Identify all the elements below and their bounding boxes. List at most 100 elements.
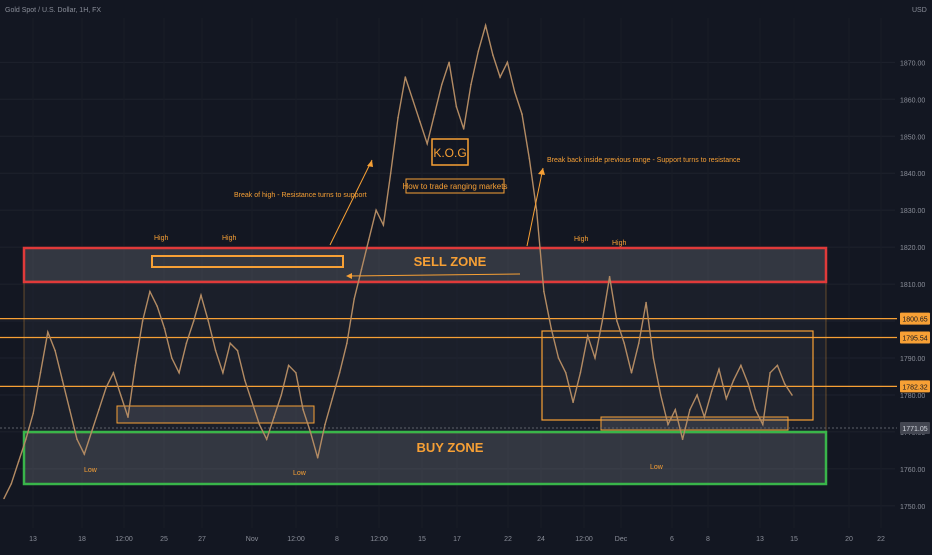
price-point bbox=[470, 83, 472, 86]
price-point bbox=[178, 372, 180, 374]
high-label-2: High bbox=[222, 235, 237, 242]
price-point bbox=[10, 482, 13, 485]
x-tick-label: 18 bbox=[78, 536, 86, 543]
x-tick-label: 12:00 bbox=[287, 536, 305, 543]
low-range-box-left bbox=[116, 405, 315, 424]
price-point bbox=[594, 357, 596, 359]
price-point bbox=[659, 394, 662, 396]
price-point bbox=[207, 320, 210, 322]
price-point bbox=[608, 275, 611, 278]
price-point bbox=[411, 98, 414, 101]
price-point bbox=[316, 457, 319, 459]
price-point bbox=[732, 379, 735, 382]
x-tick-label: 22 bbox=[504, 536, 512, 543]
price-point bbox=[586, 335, 589, 337]
price-point bbox=[302, 408, 304, 411]
sell-zone-box[interactable] bbox=[22, 246, 828, 284]
x-tick-label: 12:00 bbox=[115, 536, 133, 543]
price-point bbox=[696, 394, 698, 396]
price-point bbox=[251, 401, 253, 404]
x-tick-label: 13 bbox=[756, 536, 764, 543]
price-point bbox=[455, 105, 458, 108]
y-tick-label: 1810.00 bbox=[900, 282, 925, 289]
price-point bbox=[521, 113, 523, 115]
price-point bbox=[3, 497, 5, 500]
price-point bbox=[513, 91, 516, 93]
x-tick-label: 15 bbox=[418, 536, 426, 543]
x-tick-label: 22 bbox=[877, 536, 885, 543]
price-point bbox=[710, 390, 713, 393]
break-high-arrow-head bbox=[367, 160, 373, 167]
price-level-tag-label: 1795.54 bbox=[902, 336, 927, 343]
price-level-tag bbox=[900, 380, 930, 393]
x-tick-label: 17 bbox=[453, 536, 461, 543]
price-point bbox=[557, 357, 560, 359]
y-axis[interactable]: 1870.00 1860.00 1850.00 1840.00 1830.00 1820.… bbox=[900, 60, 930, 511]
high-label-1: High bbox=[154, 235, 169, 242]
y-tick-label: 1850.00 bbox=[900, 134, 925, 141]
price-point bbox=[462, 128, 465, 130]
buy-zone-box[interactable] bbox=[22, 430, 828, 486]
price-point bbox=[667, 423, 669, 426]
price-point bbox=[47, 331, 49, 333]
price-point bbox=[645, 301, 647, 304]
high-range-box bbox=[151, 255, 344, 268]
price-point bbox=[484, 24, 487, 27]
price-point bbox=[623, 342, 625, 345]
price-point bbox=[105, 386, 107, 389]
price-level-tag bbox=[900, 312, 930, 325]
price-series-points bbox=[3, 24, 793, 500]
price-level-tag-label: 1800.65 bbox=[902, 317, 927, 324]
y-tick-label: 1780.00 bbox=[900, 393, 925, 400]
x-tick-label: 20 bbox=[845, 536, 853, 543]
price-point bbox=[141, 320, 144, 322]
price-point bbox=[244, 379, 246, 382]
price-point bbox=[258, 423, 261, 426]
price-point bbox=[119, 394, 122, 396]
high-label-4: High bbox=[612, 240, 627, 247]
price-point bbox=[681, 438, 684, 441]
last-price-tag-label: 1771.05 bbox=[902, 426, 927, 433]
price-point bbox=[222, 372, 224, 374]
price-point bbox=[375, 209, 377, 211]
price-level-tag-label: 1782.32 bbox=[902, 384, 927, 391]
price-point bbox=[68, 408, 71, 411]
price-point bbox=[346, 342, 348, 345]
price-point bbox=[273, 416, 275, 418]
buy-zone-label: BUY ZONE bbox=[417, 440, 484, 455]
price-point bbox=[630, 372, 633, 374]
x-tick-label: 8 bbox=[335, 536, 339, 543]
price-point bbox=[404, 76, 407, 78]
price-point bbox=[382, 224, 385, 226]
last-price-tag bbox=[900, 422, 930, 435]
price-point bbox=[265, 438, 268, 441]
return-arrow-head bbox=[346, 273, 352, 279]
y-tick-label: 1840.00 bbox=[900, 171, 925, 178]
price-point bbox=[754, 408, 757, 411]
price-point bbox=[338, 372, 341, 374]
break-high-arrow bbox=[329, 159, 373, 246]
price-point bbox=[565, 372, 567, 374]
price-point bbox=[638, 342, 640, 345]
price-point bbox=[572, 401, 574, 404]
x-axis[interactable]: 13 18 12:00 25 27 Nov 12:00 8 12:00 15 17 22 24 12:00… bbox=[29, 536, 885, 543]
break-back-arrow-head bbox=[538, 168, 545, 175]
price-point bbox=[791, 394, 793, 396]
price-point bbox=[674, 408, 677, 411]
price-point bbox=[528, 157, 531, 160]
price-point bbox=[703, 416, 706, 418]
price-point bbox=[185, 342, 188, 345]
price-point bbox=[783, 383, 786, 385]
price-point bbox=[477, 50, 480, 53]
x-tick-label: 27 bbox=[198, 536, 206, 543]
price-point bbox=[441, 83, 443, 86]
price-point bbox=[32, 412, 34, 415]
symbol-title: Gold Spot / U.S. Dollar, 1H, FX bbox=[5, 7, 101, 14]
price-point bbox=[762, 423, 764, 426]
price-point bbox=[229, 342, 231, 345]
price-point bbox=[601, 320, 604, 322]
price-point bbox=[17, 460, 20, 463]
break-back-arrow bbox=[526, 167, 544, 247]
